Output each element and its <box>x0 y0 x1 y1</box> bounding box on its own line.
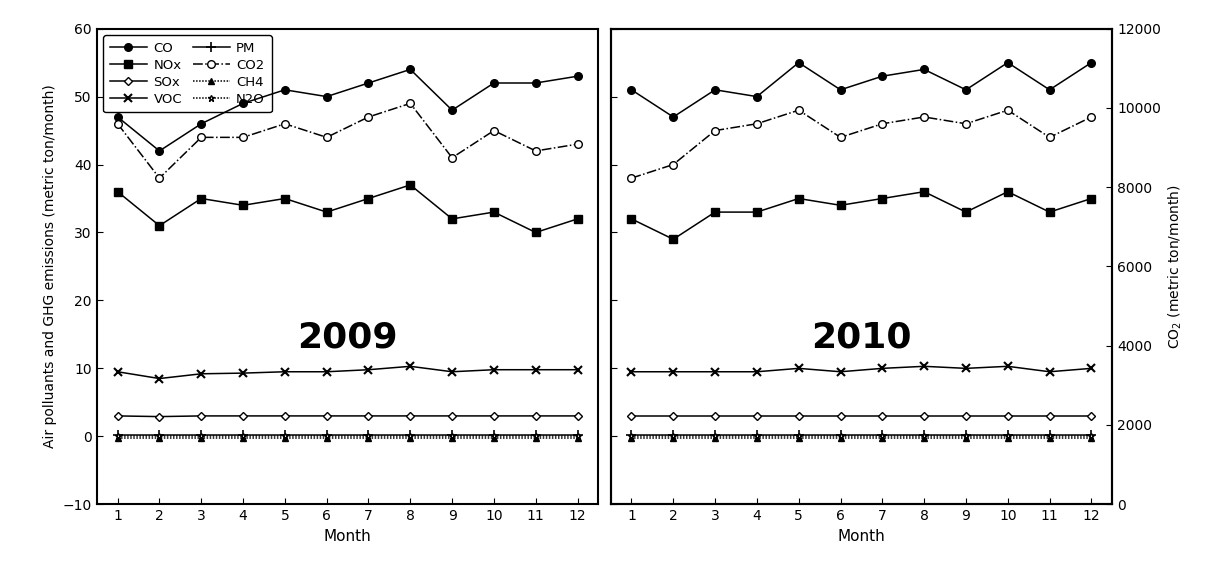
Y-axis label: Air polluants and GHG emissions (metric ton/month): Air polluants and GHG emissions (metric … <box>44 85 57 448</box>
Text: 2009: 2009 <box>297 321 398 355</box>
Y-axis label: CO$_2$ (metric ton/month): CO$_2$ (metric ton/month) <box>1167 184 1184 349</box>
Legend: CO, NOx, SOx, VOC, PM, CO2, CH4, N2O: CO, NOx, SOx, VOC, PM, CO2, CH4, N2O <box>103 36 272 112</box>
Text: 2010: 2010 <box>811 321 912 355</box>
X-axis label: Month: Month <box>324 529 371 544</box>
X-axis label: Month: Month <box>838 529 885 544</box>
